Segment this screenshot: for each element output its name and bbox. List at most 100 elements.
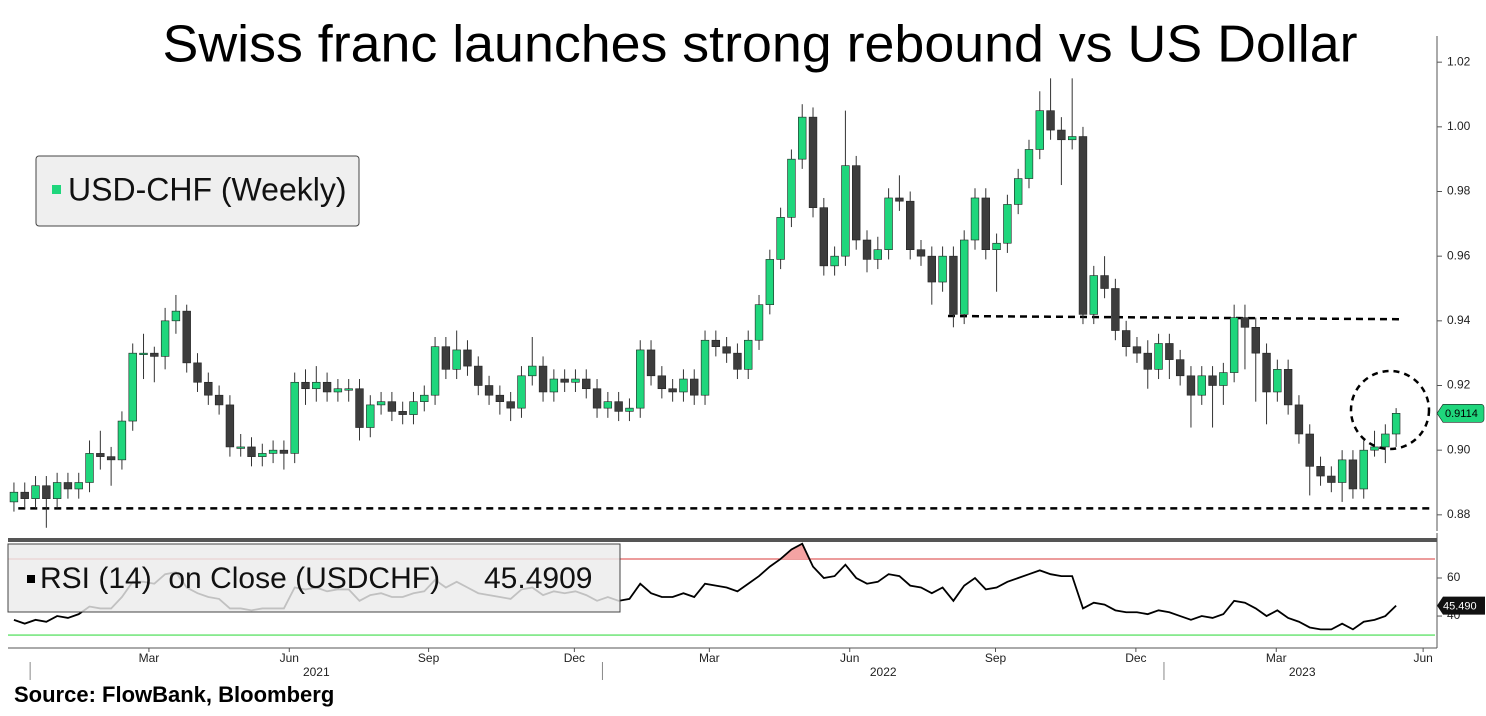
candle-body <box>1035 110 1044 150</box>
x-tick-label: Dec <box>564 651 585 665</box>
candle-body <box>366 404 375 428</box>
legend-swatch <box>27 575 35 583</box>
candle-body <box>765 259 775 305</box>
candle-body <box>592 388 602 409</box>
candle-body <box>333 388 343 393</box>
candle-body <box>1154 343 1163 370</box>
y-tick-label: 1.00 <box>1447 119 1471 133</box>
candle-body <box>1089 275 1098 315</box>
legend-label: RSI (14) on Close (USDCHF) <box>40 562 440 595</box>
y-tick-label: 0.88 <box>1447 507 1471 521</box>
candle-body <box>744 339 753 370</box>
candle-body <box>398 411 407 415</box>
candle-body <box>1348 459 1358 490</box>
candle-body <box>668 388 677 393</box>
candle-body <box>193 362 202 383</box>
candle-body <box>1208 375 1217 386</box>
candle-body <box>906 200 915 250</box>
year-label: 2021 <box>303 665 330 679</box>
candle-body <box>582 378 591 390</box>
candle-body <box>798 116 807 160</box>
candle-body <box>1229 317 1239 373</box>
candle-body <box>636 349 645 409</box>
y-tick-label: 60 <box>1447 570 1461 584</box>
candle-body <box>1381 433 1390 448</box>
candle-body <box>560 378 569 383</box>
price-tag <box>1436 404 1485 423</box>
candle-body <box>42 485 51 499</box>
candle-body <box>506 401 515 409</box>
candle-body <box>128 352 137 422</box>
candle-body <box>1327 475 1336 483</box>
candle-body <box>700 339 710 396</box>
candle-body <box>1132 346 1142 354</box>
rsi-tag <box>1437 596 1485 615</box>
legend-box <box>35 155 360 227</box>
candle-body <box>1186 375 1196 396</box>
candle-body <box>301 381 310 390</box>
candle-body <box>808 116 818 208</box>
candle-body <box>268 449 278 454</box>
candle-body <box>1262 352 1271 393</box>
candle-body <box>344 388 353 391</box>
candle-body <box>1359 449 1368 490</box>
candle-body <box>387 401 397 412</box>
candle-body <box>430 346 440 396</box>
candle-body <box>1057 129 1066 141</box>
legend-value: 45.4909 <box>484 562 592 595</box>
candle-body <box>1078 136 1088 315</box>
candle-body <box>258 453 267 457</box>
candle-body <box>981 197 990 250</box>
candle-body <box>787 158 796 218</box>
candle-body <box>733 352 742 370</box>
overbought-fill <box>780 543 810 559</box>
candle-body <box>646 349 656 377</box>
candle-body <box>1024 149 1034 179</box>
x-tick-label: Jun <box>280 651 299 665</box>
y-tick-label: 0.94 <box>1447 313 1471 327</box>
y-tick-label: 0.92 <box>1447 378 1471 392</box>
candle-body <box>1283 369 1293 406</box>
candle-body <box>452 349 461 370</box>
candle-body <box>225 404 235 448</box>
candle-body <box>150 352 159 357</box>
candle-body <box>85 453 94 483</box>
candle-body <box>895 197 904 202</box>
candle-body <box>852 165 861 241</box>
x-tick-label: Dec <box>1125 651 1146 665</box>
legend-label: USD-CHF (Weekly) <box>68 171 347 207</box>
year-label: 2023 <box>1289 665 1316 679</box>
candle-body <box>463 349 472 367</box>
candle-body <box>1316 466 1325 477</box>
candle-body <box>1121 330 1131 347</box>
x-tick-label: Jun <box>840 651 859 665</box>
rsi-tag-label: 45.490 <box>1443 601 1477 613</box>
candle-body <box>1003 204 1012 244</box>
candle-body <box>1337 459 1347 483</box>
candle-body <box>841 165 850 257</box>
candle-body <box>1165 343 1174 360</box>
candle-body <box>538 365 548 393</box>
y-tick-label: 0.98 <box>1447 184 1471 198</box>
candle-body <box>31 485 40 499</box>
legend-box <box>7 543 621 613</box>
candle-body <box>182 310 191 364</box>
candle-body <box>247 446 256 457</box>
candle-body <box>160 320 170 357</box>
candle-body <box>322 381 332 393</box>
candle-body <box>20 491 29 499</box>
candle-body <box>9 491 19 503</box>
candle-body <box>106 456 116 461</box>
candle-body <box>1251 326 1260 354</box>
candle-body <box>1240 317 1250 328</box>
candle-body <box>1370 446 1379 451</box>
y-tick-label: 0.90 <box>1447 442 1471 456</box>
candle-body <box>1219 372 1228 386</box>
candle-body <box>204 381 213 396</box>
y-tick-label: 0.96 <box>1447 248 1471 262</box>
candle-body <box>603 401 613 409</box>
candle-body <box>376 401 386 406</box>
candle-body <box>625 407 634 412</box>
candle-body <box>992 242 1001 251</box>
support-level <box>947 314 1400 321</box>
